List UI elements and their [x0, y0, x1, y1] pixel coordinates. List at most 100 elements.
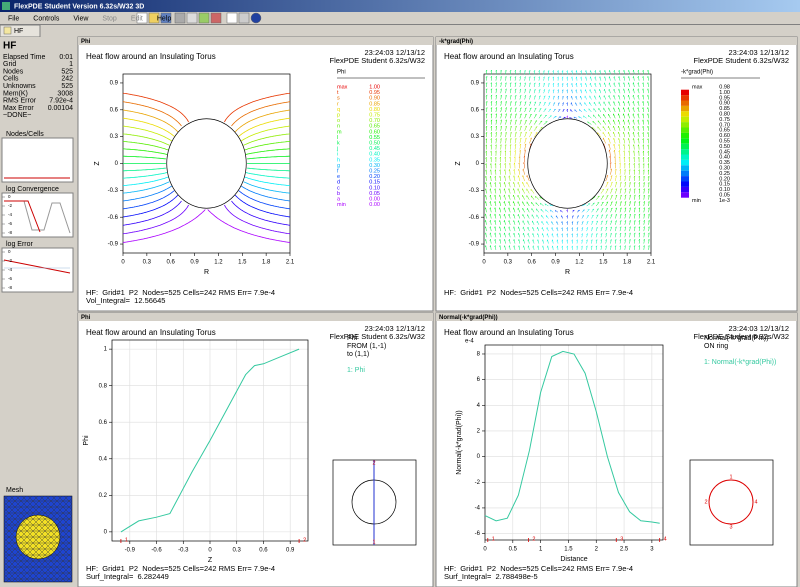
flux-arrow — [546, 233, 549, 238]
flux-arrow — [588, 115, 592, 119]
legend-value: 0.25 — [369, 168, 380, 174]
tool-new[interactable] — [136, 12, 148, 24]
flux-arrow — [629, 226, 631, 232]
flux-arrow — [508, 182, 511, 188]
flux-arrow — [637, 94, 640, 100]
flux-arrow — [489, 213, 492, 219]
flux-arrow — [607, 132, 611, 138]
x-tick-label: 0.3 — [143, 260, 152, 266]
flux-arrow — [633, 207, 636, 213]
legend-value: 1.00 — [719, 90, 730, 96]
flux-arrow — [512, 194, 516, 200]
flux-arrow — [643, 182, 645, 188]
flux-arrow — [624, 175, 626, 182]
flux-arrow — [532, 233, 535, 238]
tool-save[interactable] — [160, 12, 172, 24]
legend-key: f — [337, 168, 339, 174]
flux-arrow — [494, 188, 497, 194]
flux-arrow — [518, 245, 521, 250]
tool-run[interactable] — [198, 12, 210, 24]
contour-line — [122, 109, 291, 133]
tool-stop[interactable] — [210, 12, 222, 24]
flux-arrow — [513, 239, 516, 244]
legend-key: c — [337, 185, 340, 191]
flux-arrow — [513, 175, 516, 182]
y-tick-label: 0 — [477, 454, 481, 460]
menu-item[interactable]: Controls — [33, 15, 60, 22]
tool-edit[interactable] — [226, 12, 238, 24]
tool-help[interactable] — [250, 12, 262, 24]
flux-arrow — [513, 156, 516, 163]
flux-arrow — [610, 214, 613, 219]
flux-arrow — [623, 156, 626, 163]
flux-arrow — [503, 194, 506, 200]
flux-arrow — [647, 182, 650, 188]
flux-arrow — [500, 101, 502, 106]
menu-item[interactable]: Stop — [102, 15, 117, 22]
legend-value: 0.65 — [369, 124, 380, 130]
flux-arrow — [648, 220, 650, 225]
mini-tick-label: -4 — [8, 267, 12, 272]
flux-arrow — [547, 82, 550, 88]
flux-arrow — [509, 156, 511, 163]
color-swatch — [681, 165, 689, 171]
menu-item[interactable]: Edit — [131, 15, 143, 22]
contour-line — [122, 172, 291, 179]
color-swatch — [681, 132, 689, 139]
flux-arrow — [623, 70, 626, 75]
menu-item[interactable]: File — [8, 15, 19, 22]
flux-arrow — [647, 94, 649, 100]
flux-arrow — [541, 227, 544, 232]
tab-label[interactable]: HF — [14, 28, 23, 35]
flux-arrow — [517, 181, 521, 188]
flux-arrow — [574, 109, 578, 113]
flux-arrow — [529, 137, 532, 144]
flux-arrow — [632, 119, 635, 125]
stat-label: Max Error — [3, 105, 34, 112]
flux-arrow — [508, 207, 511, 213]
tool-copy[interactable] — [186, 12, 198, 24]
flux-arrow — [561, 245, 563, 250]
flux-arrow — [619, 194, 622, 200]
timestamp: 23:24:03 12/13/12 — [729, 48, 789, 57]
flux-arrow — [619, 245, 622, 250]
tool-print[interactable] — [174, 12, 186, 24]
flux-arrow — [608, 113, 611, 119]
flux-arrow — [556, 239, 559, 244]
flux-arrow — [571, 245, 573, 250]
y-tick-label: 4 — [477, 403, 481, 409]
flux-arrow — [541, 214, 544, 219]
flux-arrow — [524, 82, 526, 88]
flux-arrow — [623, 76, 626, 81]
menu-item[interactable]: Help — [157, 15, 172, 22]
flux-arrow — [595, 233, 598, 238]
x-tick-label: -0.3 — [178, 548, 189, 554]
inset-torus — [708, 479, 754, 525]
flux-arrow — [523, 155, 525, 163]
flux-arrow — [623, 144, 626, 150]
menu-item[interactable]: View — [73, 15, 89, 22]
flux-arrow — [513, 169, 516, 175]
panel-header — [436, 313, 797, 321]
legend-value: 0.45 — [719, 149, 730, 155]
flux-arrow — [600, 220, 603, 225]
legend-value: 0.15 — [719, 182, 730, 188]
legend-value: 0.35 — [369, 157, 380, 163]
legend-value: 0.80 — [369, 107, 380, 113]
flux-arrow — [605, 239, 607, 244]
tool-open[interactable] — [148, 12, 160, 24]
flux-arrow — [500, 113, 502, 119]
y-tick-label: 0.3 — [471, 134, 480, 140]
flux-arrow — [500, 131, 502, 138]
flux-arrow — [624, 194, 627, 200]
flux-arrow — [498, 201, 501, 207]
tool-view[interactable] — [238, 12, 250, 24]
flux-arrow — [629, 213, 631, 219]
x-tick-label: -0.6 — [151, 548, 162, 554]
legend-value: 0.25 — [719, 171, 730, 177]
flux-arrow — [548, 102, 551, 106]
flux-arrow — [632, 88, 635, 94]
flux-arrow — [642, 94, 645, 100]
flux-arrow — [509, 94, 512, 100]
